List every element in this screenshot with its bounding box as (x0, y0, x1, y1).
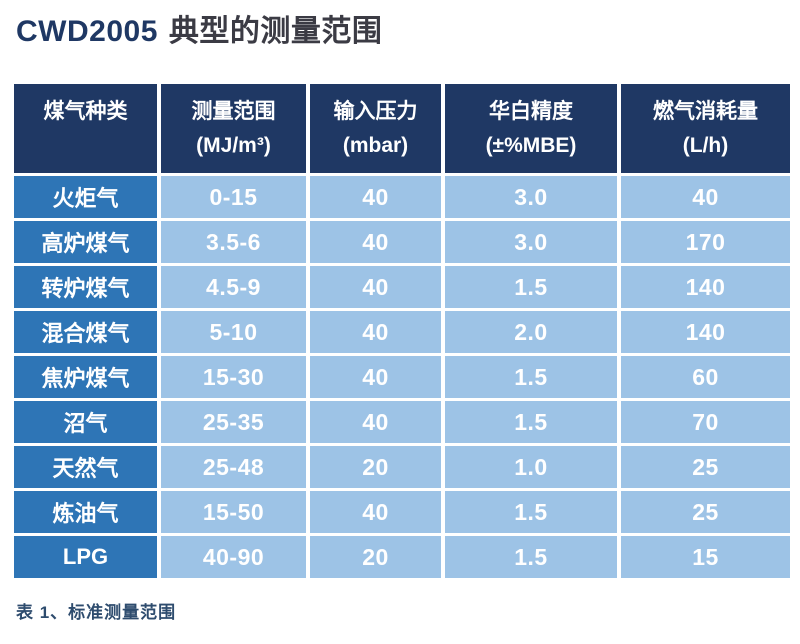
accuracy-cell: 3.0 (445, 221, 617, 263)
gas-type-cell: 炼油气 (14, 491, 157, 533)
header-cell-gas-type: 煤气种类 (14, 84, 157, 173)
gas-type-cell: 转炉煤气 (14, 266, 157, 308)
title-text: 典型的测量范围 (168, 15, 383, 48)
accuracy-cell: 1.5 (445, 536, 617, 578)
header-cell-measurement-range: 测量范围 (MJ/m³) (161, 84, 306, 173)
accuracy-cell: 1.5 (445, 356, 617, 398)
accuracy-cell: 1.0 (445, 446, 617, 488)
consumption-cell: 60 (621, 356, 790, 398)
pressure-cell: 20 (310, 536, 441, 578)
column-unit: (MJ/m³) (196, 133, 271, 157)
column-unit: (mbar) (342, 133, 409, 157)
pressure-cell: 40 (310, 491, 441, 533)
pressure-cell: 40 (310, 266, 441, 308)
consumption-cell: 70 (621, 401, 790, 443)
consumption-cell: 15 (621, 536, 790, 578)
measurement-range-table: 煤气种类 测量范围 (MJ/m³) 输入压力 (mbar) 华白精度 (±%MB… (14, 84, 790, 578)
accuracy-cell: 1.5 (445, 401, 617, 443)
header-cell-input-pressure: 输入压力 (mbar) (310, 84, 441, 173)
table-caption: 表 1、标准测量范围 (16, 603, 177, 622)
range-cell: 40-90 (161, 536, 306, 578)
range-cell: 25-48 (161, 446, 306, 488)
column-unit: (±%MBE) (485, 133, 577, 157)
pressure-cell: 40 (310, 221, 441, 263)
range-cell: 4.5-9 (161, 266, 306, 308)
consumption-cell: 140 (621, 266, 790, 308)
gas-type-cell: 天然气 (14, 446, 157, 488)
consumption-cell: 140 (621, 311, 790, 353)
model-number: CWD2005 (16, 15, 158, 48)
column-label: 燃气消耗量 (653, 99, 758, 123)
pressure-cell: 20 (310, 446, 441, 488)
accuracy-cell: 3.0 (445, 176, 617, 218)
gas-type-cell: 混合煤气 (14, 311, 157, 353)
consumption-cell: 170 (621, 221, 790, 263)
gas-type-cell: 火炬气 (14, 176, 157, 218)
gas-type-cell: 沼气 (14, 401, 157, 443)
gas-type-cell: LPG (14, 536, 157, 578)
range-cell: 3.5-6 (161, 221, 306, 263)
accuracy-cell: 1.5 (445, 491, 617, 533)
column-label: 华白精度 (489, 99, 573, 123)
consumption-cell: 25 (621, 446, 790, 488)
column-label: 输入压力 (333, 99, 418, 123)
pressure-cell: 40 (310, 401, 441, 443)
column-label: 煤气种类 (43, 99, 128, 123)
accuracy-cell: 1.5 (445, 266, 617, 308)
column-label: 测量范围 (191, 99, 276, 123)
accuracy-cell: 2.0 (445, 311, 617, 353)
range-cell: 0-15 (161, 176, 306, 218)
consumption-cell: 40 (621, 176, 790, 218)
range-cell: 25-35 (161, 401, 306, 443)
range-cell: 15-50 (161, 491, 306, 533)
range-cell: 5-10 (161, 311, 306, 353)
header-cell-gas-consumption: 燃气消耗量 (L/h) (621, 84, 790, 173)
gas-type-cell: 高炉煤气 (14, 221, 157, 263)
header-cell-wobbe-accuracy: 华白精度 (±%MBE) (445, 84, 617, 173)
pressure-cell: 40 (310, 176, 441, 218)
column-unit: (L/h) (682, 133, 729, 157)
page-title: CWD2005 典型的测量范围 (16, 6, 382, 50)
pressure-cell: 40 (310, 311, 441, 353)
range-cell: 15-30 (161, 356, 306, 398)
consumption-cell: 25 (621, 491, 790, 533)
gas-type-cell: 焦炉煤气 (14, 356, 157, 398)
pressure-cell: 40 (310, 356, 441, 398)
